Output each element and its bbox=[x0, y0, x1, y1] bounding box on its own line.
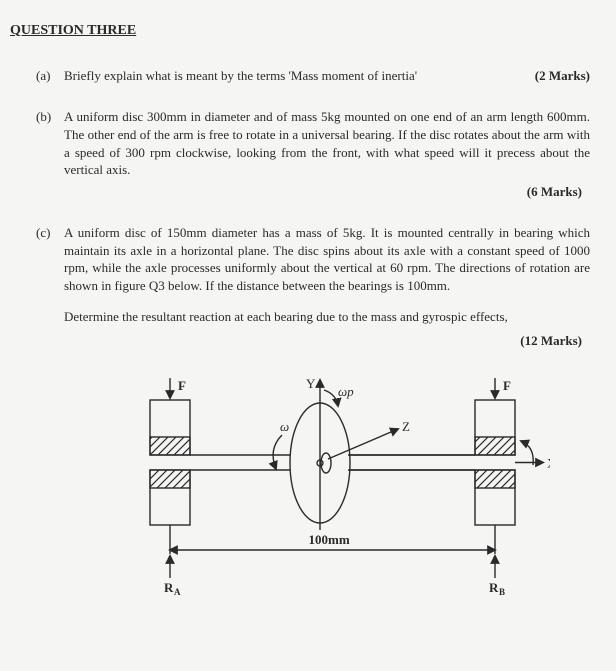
part-a-text: Briefly explain what is meant by the ter… bbox=[64, 67, 535, 85]
part-a-label: (a) bbox=[10, 67, 64, 85]
svg-text:A: A bbox=[174, 587, 181, 595]
part-b-marks: (6 Marks) bbox=[64, 183, 590, 201]
part-c-text: A uniform disc of 150mm diameter has a m… bbox=[64, 225, 590, 293]
part-c-marks: (12 Marks) bbox=[64, 332, 590, 350]
svg-text:R: R bbox=[489, 580, 499, 595]
svg-text:Y: Y bbox=[306, 376, 316, 391]
part-c-determine: Determine the resultant reaction at each… bbox=[64, 308, 590, 326]
part-b-label: (b) bbox=[10, 108, 64, 200]
svg-text:F: F bbox=[503, 378, 511, 393]
part-b: (b) A uniform disc 300mm in diameter and… bbox=[10, 108, 598, 200]
svg-text:100mm: 100mm bbox=[309, 532, 350, 547]
part-b-text: A uniform disc 300mm in diameter and of … bbox=[64, 109, 590, 177]
svg-text:ωp: ωp bbox=[338, 384, 354, 399]
svg-text:X: X bbox=[547, 456, 550, 471]
part-c: (c) A uniform disc of 150mm diameter has… bbox=[10, 224, 598, 349]
part-a: (a) Briefly explain what is meant by the… bbox=[10, 67, 598, 85]
svg-text:F: F bbox=[178, 378, 186, 393]
svg-text:B: B bbox=[499, 587, 505, 595]
svg-text:Z: Z bbox=[402, 419, 410, 434]
part-a-marks: (2 Marks) bbox=[535, 67, 590, 85]
svg-text:ω: ω bbox=[280, 419, 289, 434]
figure-q3: YωpZXωFFRARB100mm bbox=[90, 355, 598, 595]
svg-text:R: R bbox=[164, 580, 174, 595]
question-heading: QUESTION THREE bbox=[10, 22, 598, 41]
part-c-label: (c) bbox=[10, 224, 64, 349]
